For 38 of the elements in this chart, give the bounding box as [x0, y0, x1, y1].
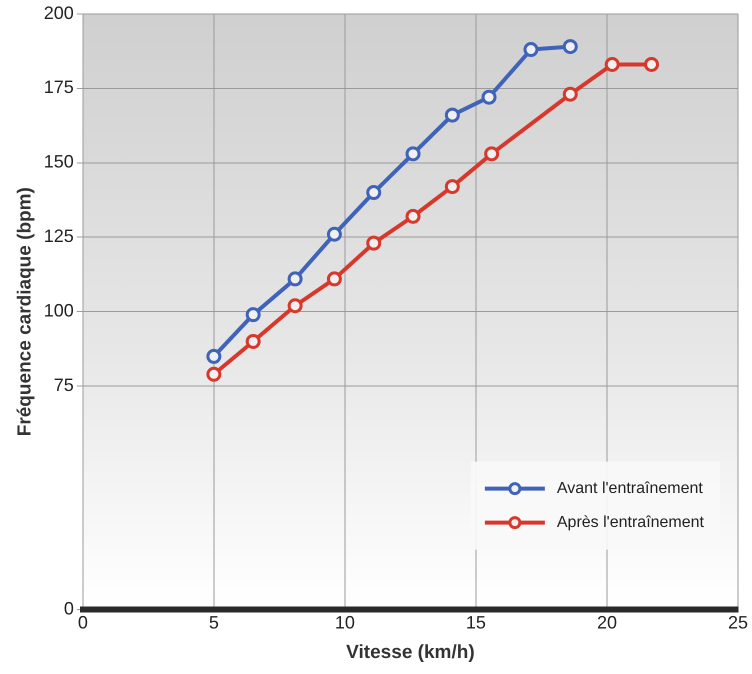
- x-tick-label: 25: [728, 612, 748, 632]
- point: [562, 39, 578, 54]
- y-tick-label: 175: [44, 77, 74, 98]
- point: [644, 56, 660, 72]
- point: [326, 226, 342, 242]
- point: [604, 56, 620, 72]
- point: [406, 208, 421, 224]
- x-tick-label: 20: [596, 612, 617, 632]
- point: [366, 185, 382, 200]
- point: [206, 366, 222, 382]
- point: [562, 86, 578, 102]
- point: [288, 271, 303, 286]
- point: [246, 307, 261, 322]
- point: [326, 271, 342, 286]
- point: [484, 146, 500, 162]
- point: [288, 298, 303, 314]
- y-tick-label: 150: [44, 152, 74, 172]
- y-tick-label: 0: [64, 598, 74, 619]
- legend-label: Avant l'entraînement: [556, 480, 704, 498]
- point: [406, 146, 421, 162]
- x-tick-label: 5: [208, 612, 219, 632]
- x-tick-label: 15: [466, 612, 486, 632]
- y-axis-title: Fréquence cardiaque (bpm): [14, 187, 36, 436]
- point: [206, 348, 222, 364]
- point: [523, 42, 538, 58]
- point: [444, 108, 460, 123]
- point: [366, 236, 382, 251]
- point: [482, 90, 497, 105]
- y-tick-label: 125: [44, 226, 74, 246]
- point: [444, 179, 460, 194]
- x-axis-title: Vitesse (km/h): [346, 642, 475, 663]
- legend-label: Après l'entraînement: [556, 514, 705, 532]
- y-tick-label: 200: [44, 2, 74, 23]
- y-tick-label: 100: [44, 300, 74, 321]
- y-tick-label: 75: [54, 375, 74, 396]
- x-tick-label: 10: [334, 612, 355, 632]
- x-tick-label: 0: [78, 612, 88, 632]
- point: [246, 334, 261, 349]
